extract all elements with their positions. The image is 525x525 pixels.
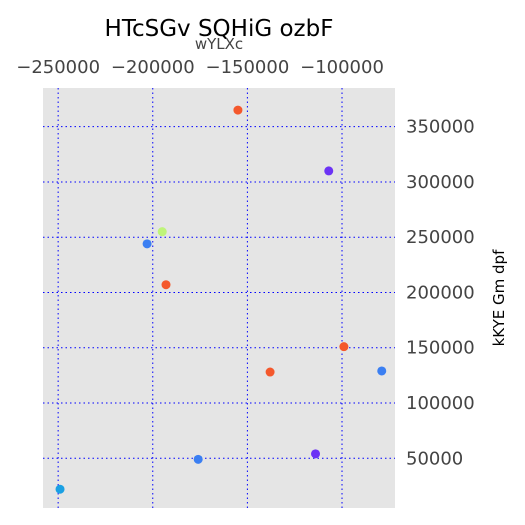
y-tick-label: 50000 <box>406 448 463 469</box>
x-tick-label: −150000 <box>205 57 289 78</box>
x-tick-labels: −250000 −200000 −150000 −100000 <box>16 57 384 78</box>
data-point <box>339 342 349 352</box>
data-point <box>193 454 203 464</box>
data-points <box>55 105 387 494</box>
x-axis-label: wYLXc <box>195 35 243 53</box>
plot-area <box>43 88 395 508</box>
y-tick-labels: 50000 100000 150000 200000 250000 300000 35000… <box>406 117 475 470</box>
x-tick-label: −200000 <box>111 57 195 78</box>
data-point <box>161 280 171 290</box>
data-point <box>324 166 334 176</box>
data-point <box>377 366 387 376</box>
y-tick-label: 100000 <box>406 393 475 414</box>
data-point <box>157 227 167 237</box>
y-axis-label: kKYE Gm dpf <box>490 249 508 346</box>
grid-lines <box>43 88 395 508</box>
y-tick-label: 250000 <box>406 227 475 248</box>
data-point <box>55 484 65 494</box>
data-point <box>265 367 275 377</box>
data-point <box>142 239 152 249</box>
y-tick-label: 200000 <box>406 282 475 303</box>
x-tick-label: −250000 <box>16 57 100 78</box>
data-point <box>233 105 243 115</box>
y-tick-label: 300000 <box>406 172 475 193</box>
data-point <box>311 449 321 459</box>
x-tick-label: −100000 <box>300 57 384 78</box>
y-tick-label: 350000 <box>406 117 475 138</box>
chart-title: HTcSGv SQHiG ozbF <box>105 16 334 42</box>
y-tick-label: 150000 <box>406 338 475 359</box>
